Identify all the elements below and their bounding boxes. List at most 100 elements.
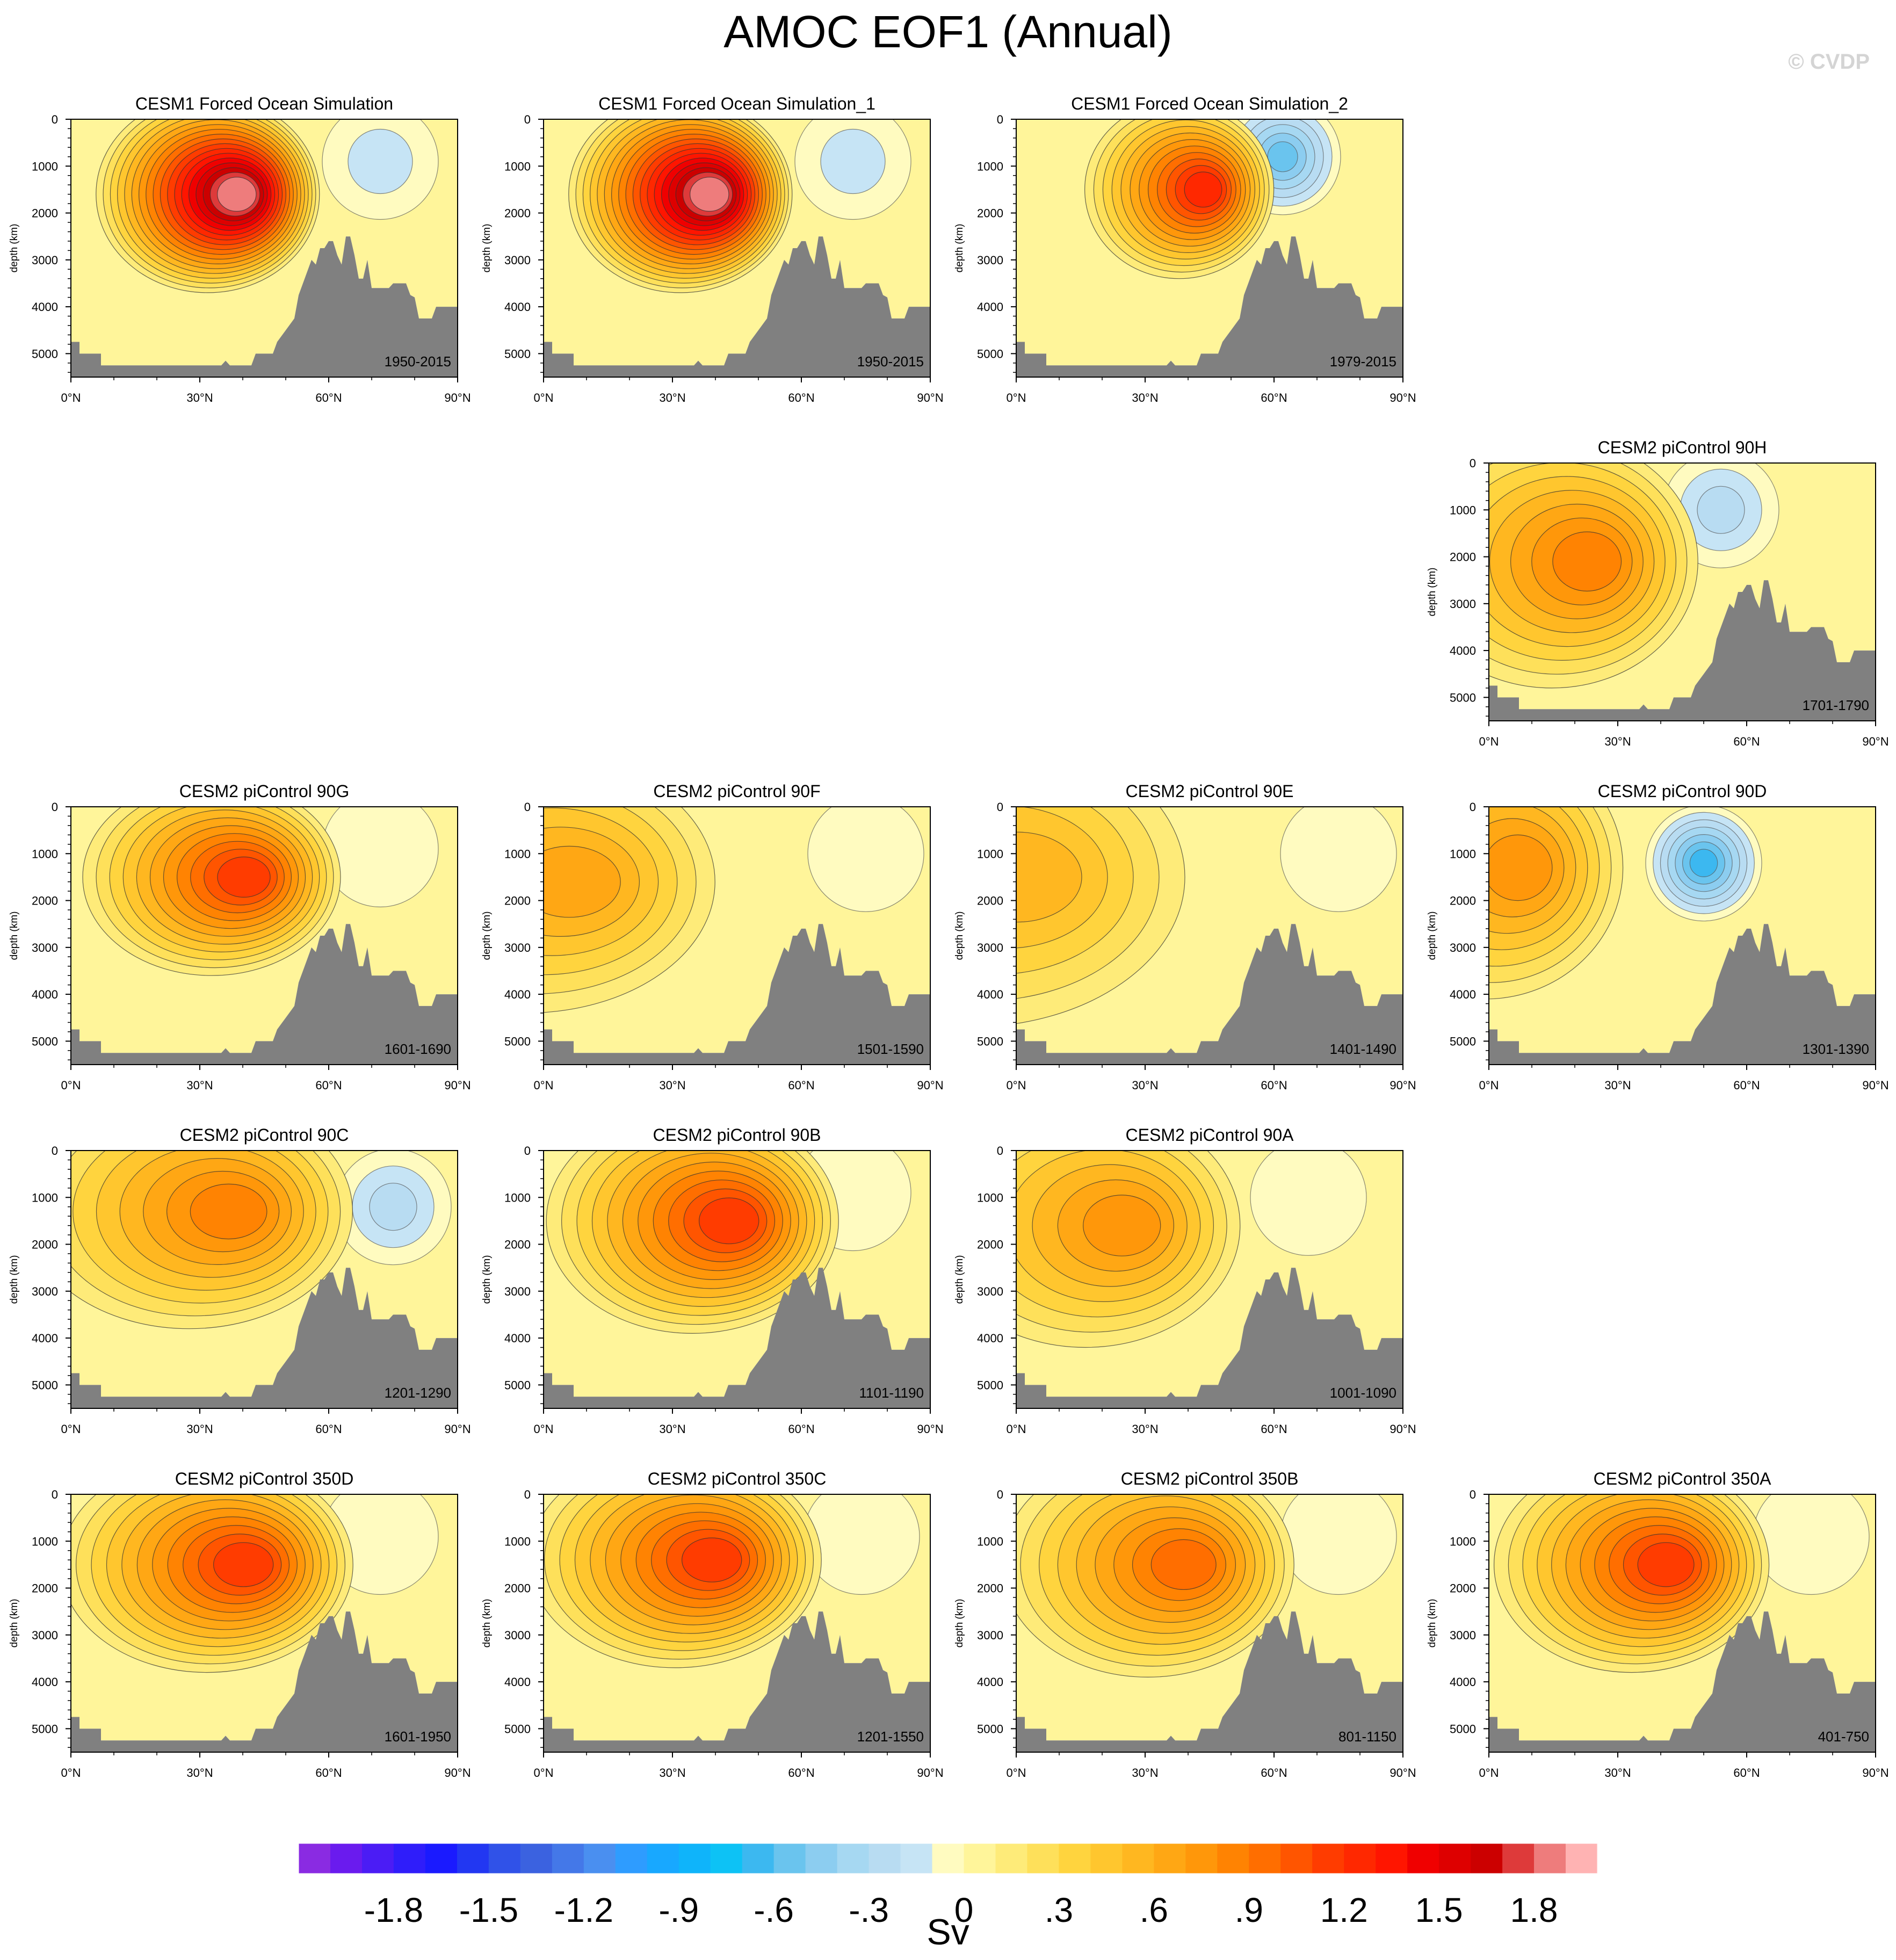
figure-title: AMOC EOF1 (Annual) xyxy=(723,6,1173,57)
colorbar-tick-label: 1.2 xyxy=(1320,1891,1368,1929)
negative-contour xyxy=(807,807,924,912)
colorbar: Sv -1.8 -1.5 -1.2 -.9 -.6 -.3 0 .3 .6 .9 1.2 1.5 1.8 xyxy=(298,1843,1598,1952)
colorbar-units-label: Sv xyxy=(927,1912,969,1952)
plot-frame xyxy=(1488,1494,1876,1753)
x-tick-label: 60°N xyxy=(1261,1079,1287,1092)
colorbar-swatch xyxy=(457,1843,489,1874)
plot-frame xyxy=(1016,806,1403,1065)
x-tick-label: 60°N xyxy=(315,1079,342,1092)
contour-field xyxy=(544,119,930,366)
x-tick-label: 60°N xyxy=(315,1766,342,1780)
x-tick-label: 0°N xyxy=(61,1422,81,1436)
y-tick-label: 5000 xyxy=(1450,1722,1476,1735)
colorbar-tick-label: .3 xyxy=(1045,1891,1073,1929)
y-tick-label: 0 xyxy=(1470,1488,1476,1501)
contour-field xyxy=(1489,463,1876,710)
x-tick-label: 60°N xyxy=(315,391,342,404)
y-axis-label: depth (km) xyxy=(954,1255,965,1304)
panel-title: CESM1 Forced Ocean Simulation xyxy=(135,94,393,113)
y-tick-label: 1000 xyxy=(504,847,531,860)
x-tick-label: 90°N xyxy=(1862,1766,1888,1780)
y-tick-label: 1000 xyxy=(504,1535,531,1548)
x-tick-label: 0°N xyxy=(534,391,554,404)
y-tick-label: 3000 xyxy=(32,254,58,267)
colorbar-swatch xyxy=(805,1843,838,1874)
years-label: 1101-1190 xyxy=(859,1385,924,1401)
panel-grid: CESM1 Forced Ocean Simulation 0°N 30°N 60°N… xyxy=(9,94,1889,1780)
y-tick-label: 2000 xyxy=(1450,894,1476,908)
colorbar-tick-label: 1.8 xyxy=(1510,1891,1558,1929)
y-tick-label: 2000 xyxy=(977,207,1003,220)
negative-contour xyxy=(369,1183,417,1231)
x-tick-label: 60°N xyxy=(1733,735,1760,748)
y-tick-label: 5000 xyxy=(977,347,1003,360)
x-tick-label: 30°N xyxy=(659,1766,685,1780)
positive-contour xyxy=(1489,834,1553,901)
contour-field xyxy=(1016,1151,1403,1397)
positive-contour xyxy=(217,856,271,898)
x-tick-label: 90°N xyxy=(1390,1766,1416,1780)
y-tick-label: 2000 xyxy=(504,894,531,908)
negative-contour xyxy=(348,128,413,194)
y-axis-label: depth (km) xyxy=(481,1255,493,1304)
plot-frame xyxy=(543,1494,931,1753)
colorbar-swatch xyxy=(1059,1843,1091,1874)
x-tick-label: 30°N xyxy=(659,1422,685,1436)
years-label: 1201-1550 xyxy=(857,1728,924,1745)
colorbar-swatch xyxy=(773,1843,806,1874)
positive-contour xyxy=(1552,531,1622,592)
x-tick-label: 0°N xyxy=(1007,1079,1026,1092)
colorbar-swatch xyxy=(964,1843,996,1874)
contour-field xyxy=(71,807,458,1053)
x-tick-label: 60°N xyxy=(788,1079,814,1092)
x-tick-label: 30°N xyxy=(1132,1422,1158,1436)
x-tick-label: 90°N xyxy=(1862,735,1888,748)
colorbar-swatch xyxy=(393,1843,426,1874)
positive-contour xyxy=(1016,831,1082,923)
panel-title: CESM2 piControl 350B xyxy=(1121,1469,1299,1488)
colorbar-swatch xyxy=(1090,1843,1123,1874)
colorbar-tick-label: -.6 xyxy=(754,1891,794,1929)
panel-title: CESM2 piControl 90G xyxy=(179,782,350,801)
panel-title: CESM2 piControl 90B xyxy=(653,1125,821,1145)
colorbar-swatch xyxy=(1217,1843,1249,1874)
y-axis-label: depth (km) xyxy=(9,1255,20,1304)
years-label: 1501-1590 xyxy=(857,1041,924,1057)
y-tick-label: 3000 xyxy=(504,941,531,954)
positive-contour xyxy=(682,1537,742,1582)
credit-watermark: © CVDP xyxy=(1788,50,1870,74)
y-tick-label: 4000 xyxy=(504,1332,531,1345)
years-label: 1301-1390 xyxy=(1803,1041,1869,1057)
x-tick-label: 30°N xyxy=(186,1422,213,1436)
colorbar-swatch xyxy=(520,1843,553,1874)
panel-title: CESM2 piControl 90H xyxy=(1598,438,1767,457)
x-tick-label: 0°N xyxy=(1007,1766,1026,1780)
positive-contour xyxy=(1083,1195,1161,1256)
panel-title: CESM2 piControl 90C xyxy=(180,1125,349,1145)
y-tick-label: 1000 xyxy=(1450,847,1476,860)
y-tick-label: 0 xyxy=(52,113,58,126)
colorbar-swatch xyxy=(1534,1843,1566,1874)
colorbar-swatch xyxy=(552,1843,584,1874)
positive-contour xyxy=(1184,171,1222,208)
negative-contour xyxy=(1280,1494,1397,1595)
years-label: 1001-1090 xyxy=(1330,1385,1396,1401)
y-tick-label: 0 xyxy=(1470,800,1476,814)
x-tick-label: 60°N xyxy=(788,1422,814,1436)
panel: CESM2 piControl 90H 0°N 30°N 60°N 90°N 0 1000 2… xyxy=(1427,438,1889,748)
x-tick-label: 0°N xyxy=(61,391,81,404)
colorbar-frame xyxy=(298,1843,1598,1874)
negative-contour xyxy=(1689,849,1718,878)
x-tick-label: 60°N xyxy=(1261,391,1287,404)
colorbar-tick-label: -.9 xyxy=(658,1891,699,1929)
positive-contour xyxy=(699,1197,759,1245)
y-tick-label: 4000 xyxy=(32,1332,58,1345)
colorbar-swatch xyxy=(1312,1843,1344,1874)
y-tick-label: 1000 xyxy=(1450,503,1476,517)
y-tick-label: 5000 xyxy=(977,1722,1003,1735)
panel: CESM2 piControl 350D 0°N 30°N 60°N 90°N 0 1000… xyxy=(9,1469,471,1780)
plot-frame xyxy=(1488,462,1876,721)
x-tick-label: 90°N xyxy=(917,1079,943,1092)
panel-title: CESM2 piControl 90A xyxy=(1125,1125,1294,1145)
colorbar-tick-label: -1.2 xyxy=(554,1891,613,1929)
